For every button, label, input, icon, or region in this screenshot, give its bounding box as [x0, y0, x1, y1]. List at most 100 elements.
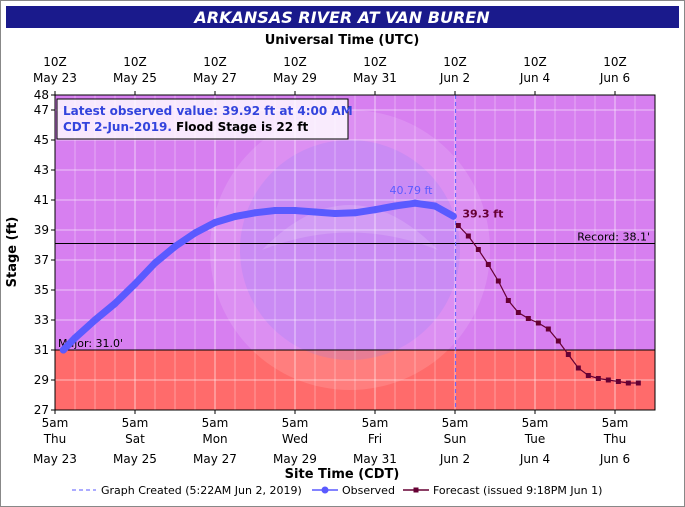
- observed-point: [371, 206, 379, 214]
- observed-point: [411, 199, 419, 207]
- x-tick-date: Jun 6: [599, 452, 630, 466]
- top-tick-date: Jun 4: [519, 71, 550, 85]
- info-box: Latest observed value: 39.92 ft at 4:00 …: [56, 98, 353, 140]
- record-label: Record: 38.1': [577, 231, 650, 244]
- y-tick-label: 48: [34, 88, 49, 102]
- x-tick-date: May 31: [353, 452, 397, 466]
- y-tick-label: 37: [34, 253, 49, 267]
- top-tick-date: Jun 6: [599, 71, 630, 85]
- observed-point: [311, 208, 319, 216]
- forecast-point: [565, 352, 571, 357]
- forecast-point: [485, 262, 491, 267]
- y-tick-label: 39: [34, 223, 49, 237]
- observed-point: [251, 209, 259, 217]
- forecast-point: [465, 233, 471, 239]
- top-tick-time: 10Z: [283, 55, 307, 69]
- x-tick-date: May 23: [33, 452, 77, 466]
- y-axis-title: Stage (ft): [5, 217, 20, 288]
- forecast-point: [605, 377, 611, 383]
- observed-point: [91, 316, 99, 324]
- y-tick-label: 29: [34, 373, 49, 387]
- x-tick-time: 5am: [602, 416, 629, 430]
- x-tick-date: Jun 4: [519, 452, 550, 466]
- x-tick-date: Jun 2: [439, 452, 470, 466]
- observed-point: [431, 202, 439, 210]
- observed-peak-label: 40.79 ft: [390, 184, 434, 197]
- forecast-point: [505, 298, 511, 303]
- top-tick-date: May 27: [193, 71, 237, 85]
- y-tick-label: 35: [34, 283, 49, 297]
- legend-graph-created: Graph Created (5:22AM Jun 2, 2019): [101, 484, 302, 497]
- forecast-point: [575, 365, 581, 371]
- top-tick-date: Jun 2: [439, 71, 470, 85]
- x-tick-time: 5am: [122, 416, 149, 430]
- x-tick-day: Thu: [603, 432, 627, 446]
- series-layer: [59, 199, 641, 386]
- annotations: 40.79 ft 39.3 ft: [390, 184, 504, 220]
- forecast-point: [525, 316, 531, 321]
- observed-point: [59, 346, 67, 354]
- legend: Graph Created (5:22AM Jun 2, 2019) Observ…: [72, 484, 602, 497]
- info-box-bg: [56, 98, 349, 140]
- observed-point: [171, 243, 179, 250]
- x-tick-day: Sun: [444, 432, 467, 446]
- observed-point: [291, 207, 299, 214]
- x-tick-day: Mon: [202, 432, 227, 446]
- top-tick-time: 10Z: [603, 55, 627, 69]
- top-tick-time: 10Z: [363, 55, 387, 69]
- x-tick-date: May 27: [193, 452, 237, 466]
- title-banner: [6, 6, 679, 28]
- observed-point: [331, 210, 339, 217]
- noaa-watermark: [210, 110, 490, 390]
- forecast-point: [545, 326, 551, 332]
- forecast-point: [495, 278, 501, 284]
- forecast-point: [635, 380, 641, 386]
- plot-border: [54, 94, 656, 411]
- top-tick-time: 10Z: [203, 55, 227, 69]
- forecast-point: [585, 373, 591, 378]
- x-tick-date: May 29: [273, 452, 317, 466]
- y-tick-label: 47: [34, 103, 49, 117]
- x-axis-title: Site Time (CDT): [285, 467, 400, 482]
- forecast-point: [555, 338, 561, 344]
- observed-point: [131, 280, 139, 288]
- top-tick-time: 10Z: [523, 55, 547, 69]
- y-tick-label: 27: [34, 403, 49, 417]
- watermark-bird-icon: [262, 205, 438, 250]
- y-tick-label: 45: [34, 133, 49, 147]
- observed-point: [351, 209, 359, 217]
- observed-point: [111, 300, 119, 307]
- legend-observed-marker: [321, 486, 329, 494]
- top-tick-time: 10Z: [443, 55, 467, 69]
- x-tick-time: 5am: [442, 416, 469, 430]
- observed-point: [271, 207, 279, 214]
- top-tick-date: May 29: [273, 71, 317, 85]
- top-axis-title: Universal Time (UTC): [265, 33, 420, 48]
- forecast-point: [515, 310, 521, 315]
- observed-point: [71, 334, 79, 342]
- forecast-point: [595, 376, 601, 381]
- x-tick-time: 5am: [42, 416, 69, 430]
- observed-point: [151, 259, 159, 267]
- x-tick-day: Wed: [282, 432, 308, 446]
- top-tick-date: May 25: [113, 71, 157, 85]
- x-tick-day: Sat: [125, 432, 145, 446]
- x-tick-time: 5am: [202, 416, 229, 430]
- x-tick-time: 5am: [362, 416, 389, 430]
- top-tick-time: 10Z: [43, 55, 67, 69]
- observed-point: [231, 213, 239, 220]
- observed-point: [211, 219, 219, 226]
- top-tick-time: 10Z: [123, 55, 147, 69]
- forecast-point: [535, 320, 541, 326]
- forecast-point: [475, 247, 481, 252]
- x-tick-day: Tue: [524, 432, 546, 446]
- observed-point: [191, 229, 199, 237]
- info-line-2-date: CDT 2-Jun-2019.: [63, 120, 172, 134]
- forecast-point: [615, 379, 621, 384]
- legend-forecast-marker: [413, 487, 419, 493]
- observed-point: [449, 212, 457, 220]
- y-tick-label: 41: [34, 193, 49, 207]
- x-tick-date: May 25: [113, 452, 157, 466]
